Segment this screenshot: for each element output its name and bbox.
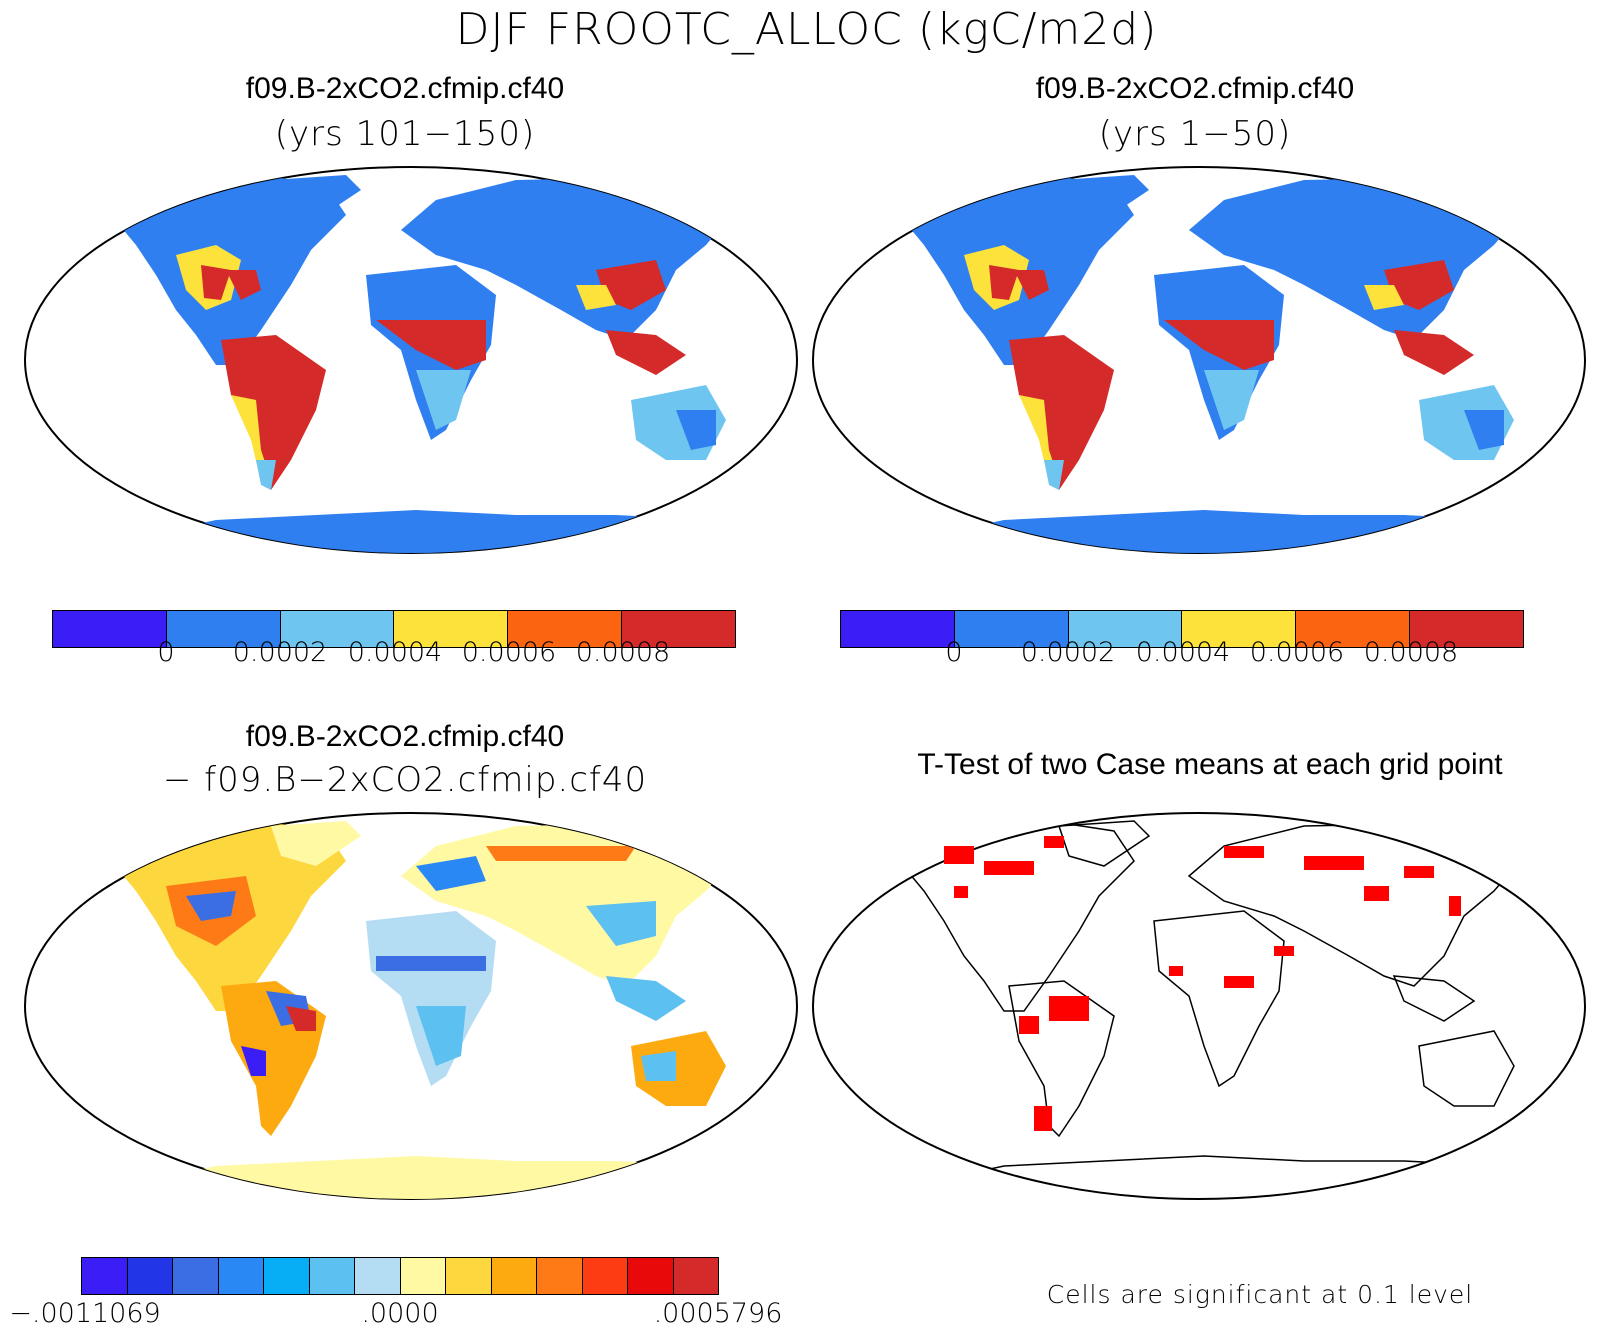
colorbar-2-label-1: 0.0002 (1020, 637, 1116, 668)
colorbar-1-label-2: 0.0004 (347, 637, 443, 668)
colorbar-panel-2 (840, 610, 1524, 648)
colorbar-2-swatch (1410, 611, 1523, 647)
colorbar-2-label-4: 0.0008 (1363, 637, 1459, 668)
colorbar-1-label-4: 0.0008 (575, 637, 671, 668)
map-panel-2 (812, 166, 1586, 554)
colorbar-1-label-1: 0.0002 (232, 637, 328, 668)
colorbar-3-label-zero: .0000 (361, 1298, 439, 1329)
colorbar-3-swatch (446, 1258, 492, 1294)
colorbar-3-swatch (491, 1258, 537, 1294)
colorbar-3-label-min: −.0011069 (9, 1298, 161, 1329)
colorbar-3-swatch (309, 1258, 355, 1294)
panel-1-title: f09.B-2xCO2.cfmip.cf40 (245, 72, 565, 105)
colorbar-3-swatch (537, 1258, 583, 1294)
colorbar-2-label-2: 0.0004 (1135, 637, 1231, 668)
colorbar-3-swatch (400, 1258, 446, 1294)
panel-2-title: f09.B-2xCO2.cfmip.cf40 (1035, 72, 1355, 105)
panel-2-subtitle: (yrs 1−50) (1098, 114, 1292, 154)
colorbar-2-swatch (841, 611, 955, 647)
colorbar-1-swatch (53, 611, 167, 647)
colorbar-2-swatch (1068, 611, 1183, 647)
colorbar-2-swatch (1296, 611, 1411, 647)
colorbar-1-label-3: 0.0006 (461, 637, 557, 668)
colorbar-3-swatch (673, 1258, 718, 1294)
colorbar-3-label-max: .0005796 (653, 1298, 783, 1329)
colorbar-2-swatch (954, 611, 1069, 647)
colorbar-3-swatch (355, 1258, 401, 1294)
colorbar-panel-1 (52, 610, 736, 648)
colorbar-1-swatch (166, 611, 281, 647)
colorbar-3-swatch (173, 1258, 219, 1294)
colorbar-2-label-0: 0 (945, 637, 963, 668)
colorbar-3-swatch (264, 1258, 310, 1294)
colorbar-1-swatch (622, 611, 735, 647)
colorbar-3-swatch (582, 1258, 628, 1294)
colorbar-3-swatch (127, 1258, 173, 1294)
panel-1-subtitle: (yrs 101−150) (274, 114, 536, 154)
colorbar-1-swatch (280, 611, 395, 647)
significance-note: Cells are significant at 0.1 level (1046, 1280, 1474, 1309)
map-panel-3 (24, 812, 798, 1200)
colorbar-3-swatch (628, 1258, 674, 1294)
colorbar-2-label-3: 0.0006 (1249, 637, 1345, 668)
panel-3-title: f09.B-2xCO2.cfmip.cf40 (245, 720, 565, 753)
map-panel-1 (24, 166, 798, 554)
colorbar-panel-3 (81, 1257, 719, 1295)
colorbar-3-swatch (218, 1258, 264, 1294)
figure-title: DJF FROOTC_ALLOC (kgC/m2d) (455, 4, 1158, 55)
panel-4-title: T-Test of two Case means at each grid po… (917, 748, 1503, 781)
map-panel-4 (812, 812, 1586, 1200)
colorbar-1-swatch (508, 611, 623, 647)
panel-3-subtitle: − f09.B−2xCO2.cfmip.cf40 (162, 760, 648, 800)
colorbar-1-label-0: 0 (157, 637, 175, 668)
colorbar-2-swatch (1182, 611, 1297, 647)
colorbar-1-swatch (394, 611, 509, 647)
colorbar-3-swatch (82, 1258, 128, 1294)
